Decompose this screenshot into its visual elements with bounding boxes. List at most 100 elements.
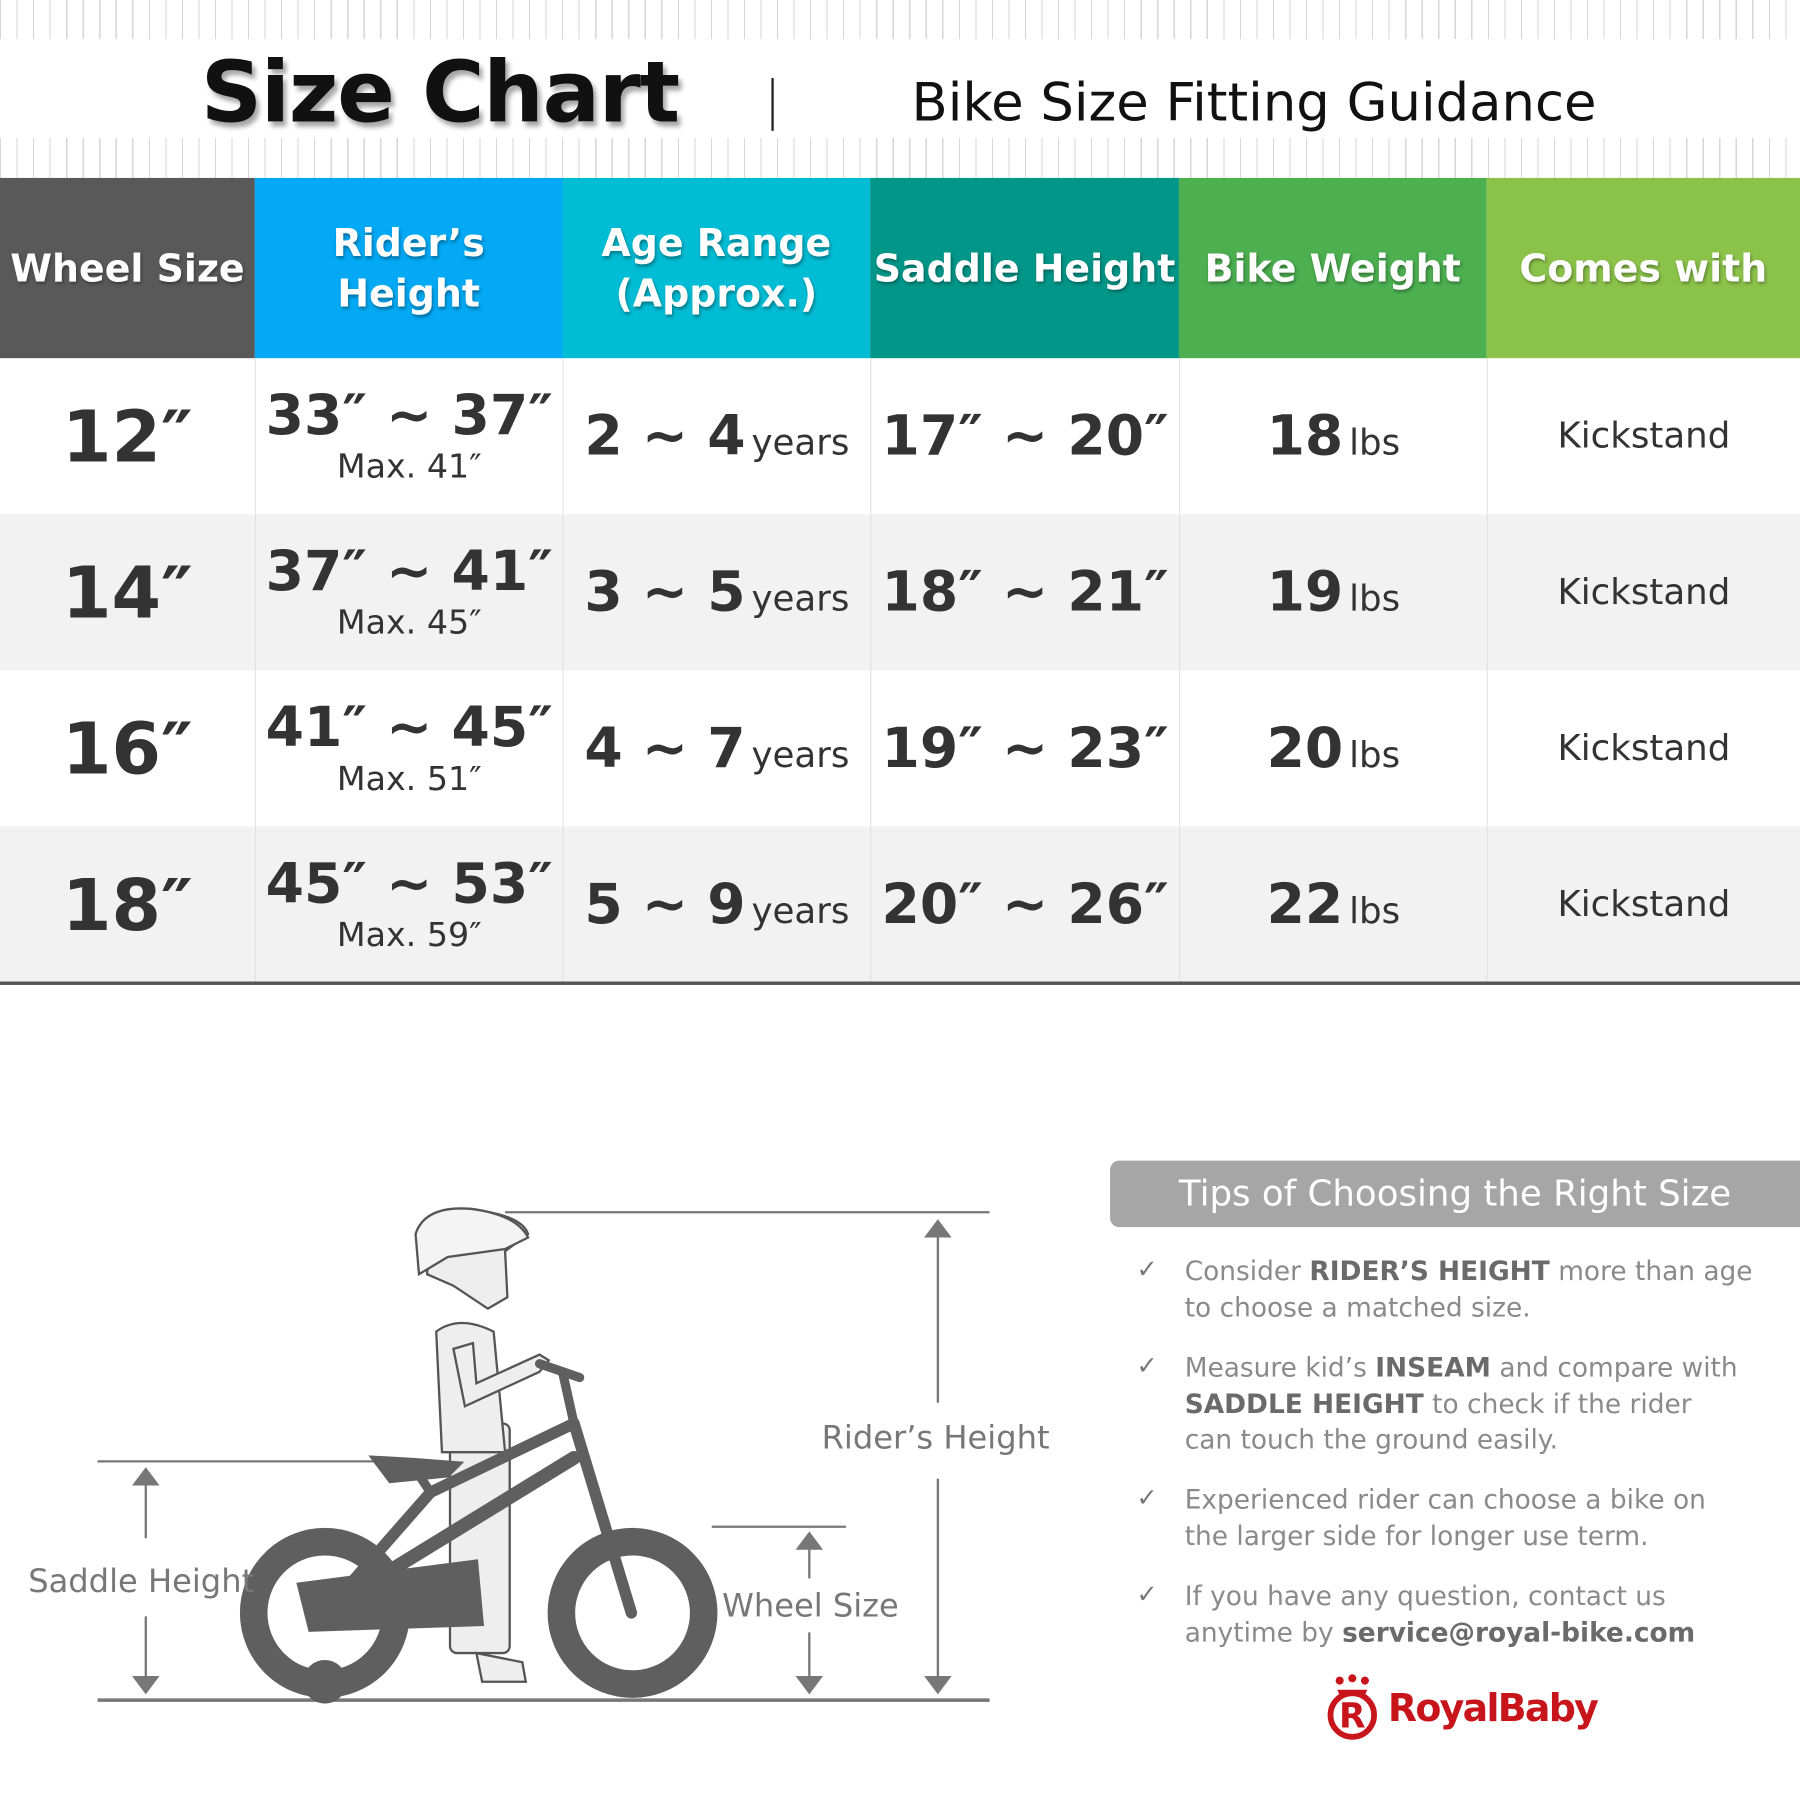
table-bottom-divider xyxy=(0,981,1800,985)
saddle-height-value: 20″ ~ 26″ xyxy=(881,872,1169,937)
saddle-height-label: Saddle Height xyxy=(28,1562,254,1600)
bike-weight-cell: 19 lbs xyxy=(1178,514,1487,671)
brand-logo: R RoyalBaby xyxy=(1324,1674,1599,1741)
rider-height-value: 33″ ~ 37″ xyxy=(265,383,553,448)
age-unit: years xyxy=(751,422,850,464)
wheel-size-value: 16″ xyxy=(61,706,193,791)
title-divider xyxy=(771,78,774,131)
age-range-value: 5 ~ 9 xyxy=(584,872,746,937)
wheel-size-cell: 18″ xyxy=(0,827,255,983)
tip-item: Consider RIDER’S HEIGHT more than age to… xyxy=(1184,1257,1753,1324)
comes-with-value: Kickstand xyxy=(1557,883,1731,926)
arrow-down-icon xyxy=(132,1676,160,1695)
arrow-up-icon xyxy=(795,1531,824,1550)
column-header: Rider’s Height xyxy=(254,177,563,359)
arrow-icons xyxy=(132,1219,952,1695)
rider-max-height: Max. 41″ xyxy=(336,446,482,486)
arrow-down-icon xyxy=(924,1676,952,1695)
bike-weight-value: 22 xyxy=(1266,872,1344,937)
check-icon: ✓ xyxy=(1136,1484,1158,1514)
rider-max-height: Max. 59″ xyxy=(336,914,482,954)
wheel-size-cell: 16″ xyxy=(0,670,255,826)
rider-height-value: 37″ ~ 41″ xyxy=(265,539,553,604)
bike-illustration xyxy=(239,1359,718,1704)
saddle-height-value: 17″ ~ 20″ xyxy=(881,404,1169,469)
table-row: 16″ 41″ ~ 45″ Max. 51″ 4 ~ 7 years 19″ ~ 23″… xyxy=(0,670,1800,827)
comes-with-cell: Kickstand xyxy=(1486,670,1800,827)
bike-weight-value: 18 xyxy=(1266,404,1344,469)
ruler-decoration-top xyxy=(0,0,1800,40)
column-header: Age Range (Approx.) xyxy=(562,177,871,359)
bike-weight-cell: 22 lbs xyxy=(1178,826,1487,983)
wheel-size-cell: 14″ xyxy=(0,514,255,670)
saddle-height-cell: 20″ ~ 26″ xyxy=(870,826,1179,983)
check-icon: ✓ xyxy=(1136,1255,1158,1285)
column-header-label: Saddle Height xyxy=(873,245,1176,290)
rider-max-height: Max. 45″ xyxy=(336,602,482,642)
training-wheel xyxy=(303,1659,347,1704)
page-title: Size Chart xyxy=(200,43,680,143)
column-header: Comes with xyxy=(1486,177,1800,359)
rider-height-cell: 37″ ~ 41″ Max. 45″ xyxy=(254,514,563,671)
comes-with-value: Kickstand xyxy=(1557,415,1731,457)
age-unit: years xyxy=(751,578,850,620)
page-subtitle: Bike Size Fitting Guidance xyxy=(911,71,1597,134)
comes-with-value: Kickstand xyxy=(1557,571,1731,614)
weight-unit: lbs xyxy=(1349,890,1401,933)
riders-height-label: Rider’s Height xyxy=(822,1419,1050,1457)
ruler-decoration-bottom xyxy=(0,137,1800,180)
bike-weight-value: 20 xyxy=(1266,716,1344,781)
tip-item: If you have any question, contact us any… xyxy=(1184,1581,1696,1648)
wheel-size-value: 12″ xyxy=(61,394,193,479)
front-wheel xyxy=(547,1527,718,1698)
rider-height-value: 41″ ~ 45″ xyxy=(265,695,553,760)
saddle-height-cell: 19″ ~ 23″ xyxy=(870,670,1179,827)
age-unit: years xyxy=(751,890,850,933)
bike-weight-cell: 18 lbs xyxy=(1178,358,1487,515)
table-row: 18″ 45″ ~ 53″ Max. 59″ 5 ~ 9 years 20″ ~ 26″… xyxy=(0,826,1800,983)
age-range-cell: 4 ~ 7 years xyxy=(562,670,871,827)
column-header-label: Rider’s Height xyxy=(332,219,485,316)
saddle-height-cell: 17″ ~ 20″ xyxy=(870,358,1179,515)
wheel-size-value: 18″ xyxy=(61,862,193,947)
weight-unit: lbs xyxy=(1349,422,1401,464)
column-header: Bike Weight xyxy=(1178,177,1487,359)
comes-with-cell: Kickstand xyxy=(1486,358,1800,515)
chain-guard xyxy=(296,1559,485,1632)
support-email-link[interactable]: service@royal-bike.com xyxy=(1342,1618,1696,1648)
age-range-cell: 2 ~ 4 years xyxy=(562,358,871,515)
table-row: 14″ 37″ ~ 41″ Max. 45″ 3 ~ 5 years 18″ ~ 21″… xyxy=(0,514,1800,671)
column-header: Wheel Size xyxy=(0,177,255,359)
bike-weight-cell: 20 lbs xyxy=(1178,670,1487,827)
bike-weight-value: 19 xyxy=(1266,560,1344,625)
crown-r-logo-icon: R xyxy=(1327,1674,1377,1740)
brand-name: RoyalBaby xyxy=(1387,1684,1599,1730)
saddle-height-value: 18″ ~ 21″ xyxy=(881,560,1169,625)
comes-with-cell: Kickstand xyxy=(1486,826,1800,983)
check-icon: ✓ xyxy=(1136,1580,1158,1610)
rider-max-height: Max. 51″ xyxy=(336,758,482,798)
column-header: Saddle Height xyxy=(870,177,1179,359)
arrow-up-icon xyxy=(924,1219,952,1238)
saddle-height-cell: 18″ ~ 21″ xyxy=(870,514,1179,671)
column-header-label: (Approx.) xyxy=(615,270,818,316)
column-header-label: Wheel Size xyxy=(10,245,245,290)
age-range-value: 2 ~ 4 xyxy=(584,404,746,469)
comes-with-cell: Kickstand xyxy=(1486,514,1800,671)
arrow-down-icon xyxy=(795,1676,824,1695)
saddle-height-value: 19″ ~ 23″ xyxy=(881,716,1169,781)
wheel-size-value: 14″ xyxy=(61,550,193,635)
comes-with-value: Kickstand xyxy=(1557,727,1731,770)
wheel-size-label: Wheel Size xyxy=(722,1586,899,1624)
table-row: 12″ 33″ ~ 37″ Max. 41″ 2 ~ 4 years 17″ ~ 20″… xyxy=(0,358,1800,515)
age-range-value: 4 ~ 7 xyxy=(584,716,746,781)
age-range-cell: 5 ~ 9 years xyxy=(562,826,871,983)
rider-height-value: 45″ ~ 53″ xyxy=(265,851,553,917)
rider-height-cell: 33″ ~ 37″ Max. 41″ xyxy=(254,358,563,515)
weight-unit: lbs xyxy=(1349,734,1401,777)
arrow-up-icon xyxy=(132,1467,160,1486)
rider-height-cell: 45″ ~ 53″ Max. 59″ xyxy=(254,826,563,983)
column-header-label: Bike Weight xyxy=(1204,245,1461,290)
